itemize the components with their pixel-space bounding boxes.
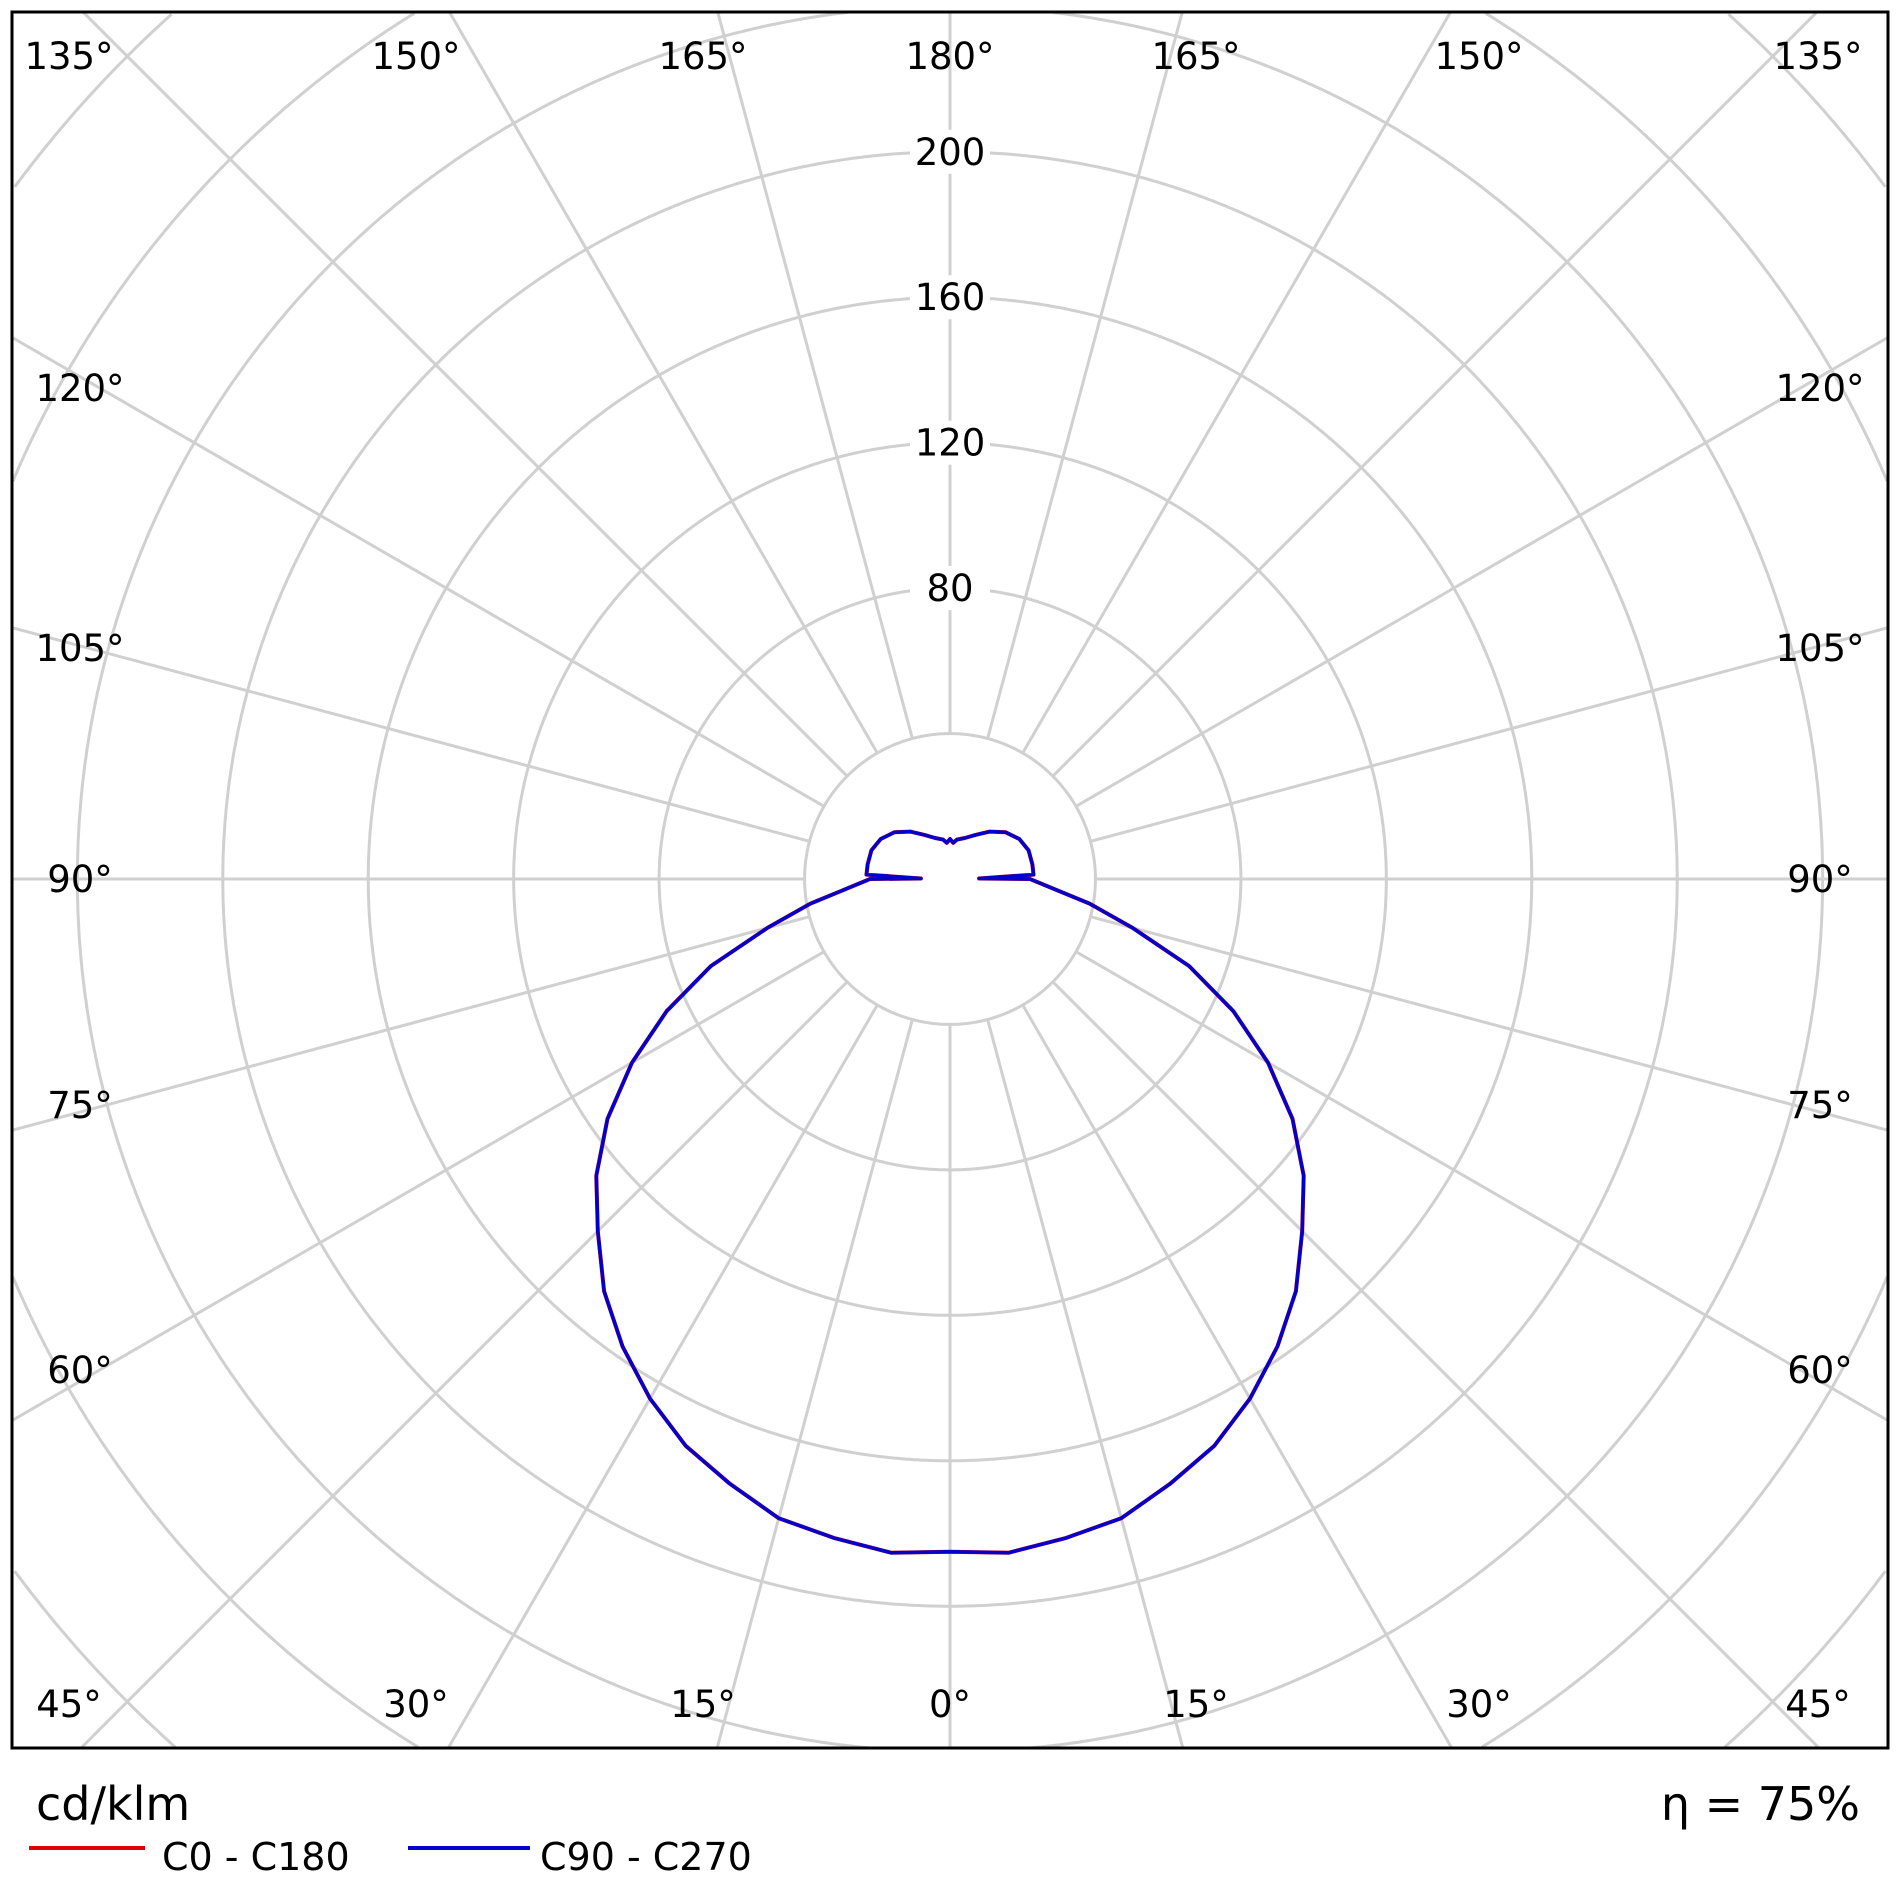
angle-label-top: 180°: [905, 35, 994, 78]
grid-spoke: [1021, 12, 1452, 754]
angle-label-top: 165°: [658, 35, 747, 78]
grid-spoke: [986, 12, 1184, 739]
angle-label-bottom: 15°: [670, 1683, 736, 1726]
angle-label-right: 75°: [1787, 1084, 1853, 1127]
grid-spoke: [12, 915, 810, 1132]
angle-label-bottom: 0°: [929, 1683, 971, 1726]
angle-label-top: 150°: [1434, 35, 1523, 78]
grid-spoke: [715, 1019, 914, 1748]
grid-spoke: [1090, 626, 1888, 843]
angle-label-right: 105°: [1775, 627, 1864, 670]
angle-label-left: 120°: [35, 367, 124, 410]
unit-label: cd/klm: [36, 1777, 190, 1831]
grid-ring: [12, 12, 1888, 1748]
legend-label-c0-c180: C0 - C180: [162, 1835, 350, 1879]
grid-spoke: [12, 950, 825, 1422]
radial-label-bg: [910, 420, 990, 465]
angle-label-bottom: 30°: [1446, 1683, 1512, 1726]
grid-ring: [13, 13, 1887, 1748]
angle-label-left: 60°: [47, 1349, 113, 1392]
angle-label-bottom: 15°: [1163, 1683, 1229, 1726]
radial-label-bg: [910, 275, 990, 320]
grid-spoke: [1075, 950, 1888, 1422]
radial-tick-label: 120: [915, 422, 986, 465]
grid-spoke: [12, 336, 825, 808]
plot-frame: [10, 10, 1890, 1750]
radial-label-bg: [910, 566, 990, 611]
angle-label-top: 135°: [24, 35, 113, 78]
grid-spoke: [448, 12, 879, 754]
grid-ring: [803, 732, 1097, 1026]
angle-label-left: 75°: [47, 1084, 113, 1127]
radial-tick-label: 80: [926, 567, 973, 610]
grid-spoke: [79, 980, 849, 1748]
radial-tick-label: 160: [915, 276, 986, 319]
angle-label-bottom: 45°: [1785, 1683, 1851, 1726]
angle-label-left: 105°: [35, 627, 124, 670]
angle-label-right: 90°: [1787, 858, 1853, 901]
angle-label-bottom: 45°: [36, 1683, 102, 1726]
grid-spoke: [1051, 12, 1819, 778]
grid-spoke: [12, 626, 810, 843]
radial-tick-label: 200: [915, 131, 986, 174]
grid-spoke: [81, 12, 849, 778]
grid-spoke: [446, 1004, 879, 1748]
radial-label-bg: [910, 129, 990, 174]
series-curves: [594, 829, 1306, 1555]
angle-label-top: 165°: [1151, 35, 1240, 78]
angle-label-top: 135°: [1773, 35, 1862, 78]
angle-label-right: 120°: [1775, 367, 1864, 410]
grid-spoke: [1051, 980, 1821, 1748]
grid-spoke: [1021, 1004, 1454, 1748]
grid-spoke: [716, 12, 914, 739]
angle-label-right: 60°: [1787, 1349, 1853, 1392]
grid-spoke: [1090, 915, 1888, 1132]
polar-grid: [12, 12, 1888, 1748]
efficiency-label: η = 75%: [1661, 1777, 1860, 1831]
radial-tick-labels: 80 120 160 200: [910, 129, 990, 611]
angle-labels: 135° 150° 165° 180° 165° 150° 135° 45° 30° 15° 0° 1…: [24, 35, 1864, 1726]
series-line-c90-c270: [594, 829, 1306, 1555]
angle-label-top: 150°: [371, 35, 460, 78]
grid-ring: [75, 12, 1825, 1748]
grid-spoke: [1075, 336, 1888, 808]
angle-label-left: 90°: [47, 858, 113, 901]
grid-spoke: [986, 1019, 1185, 1748]
angle-label-bottom: 30°: [383, 1683, 449, 1726]
legend-label-c90-c270: C90 - C270: [540, 1835, 752, 1879]
